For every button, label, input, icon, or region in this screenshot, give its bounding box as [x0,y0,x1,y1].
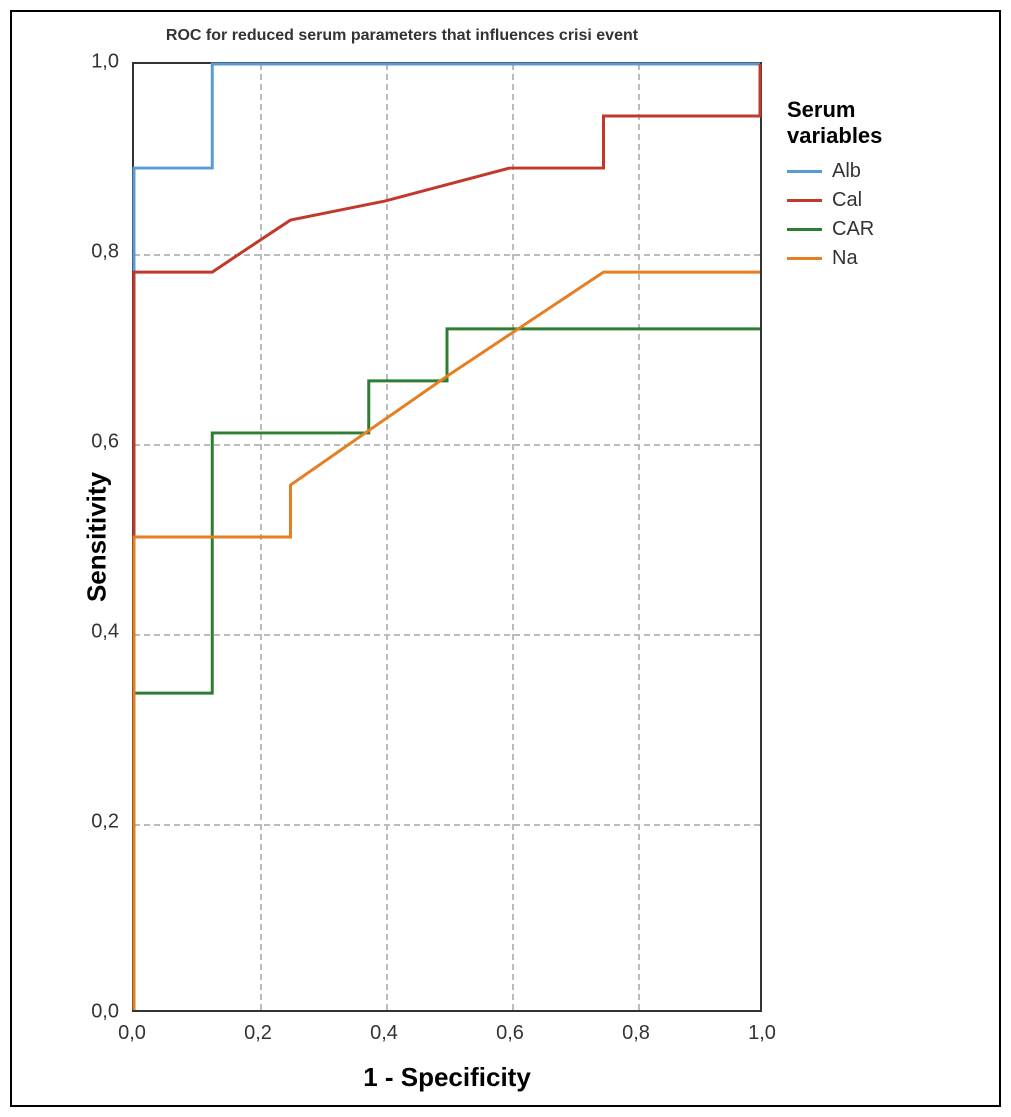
x-tick-label: 0,2 [228,1022,288,1045]
legend-item: Na [787,247,882,270]
legend-item: Cal [787,189,882,212]
legend-item: Alb [787,160,882,183]
y-tick-label: 0,4 [59,621,119,644]
legend-swatch [787,170,822,173]
x-axis-label: 1 - Specificity [132,1062,762,1093]
y-tick-label: 0,2 [59,811,119,834]
roc-line-na [134,272,760,1010]
legend-title: Serum variables [787,97,882,150]
x-tick-label: 0,8 [606,1022,666,1045]
y-axis-label: Sensitivity [82,472,113,602]
x-tick-label: 0,0 [102,1022,162,1045]
legend-swatch [787,228,822,231]
x-tick-label: 0,4 [354,1022,414,1045]
y-tick-label: 0,0 [59,1001,119,1024]
legend-swatch [787,257,822,260]
legend-swatch [787,199,822,202]
y-tick-label: 1,0 [59,51,119,74]
roc-lines [134,64,760,1010]
x-tick-label: 1,0 [732,1022,792,1045]
legend-item: CAR [787,218,882,241]
legend: Serum variables Alb Cal CAR Na [787,97,882,276]
legend-label: Cal [832,189,862,212]
plot-area [132,62,762,1012]
roc-line-car [134,329,760,1010]
chart-title: ROC for reduced serum parameters that in… [12,27,792,45]
legend-label: CAR [832,218,874,241]
legend-label: Na [832,247,858,270]
legend-label: Alb [832,160,861,183]
y-tick-label: 0,6 [59,431,119,454]
y-tick-label: 0,8 [59,241,119,264]
x-tick-label: 0,6 [480,1022,540,1045]
roc-chart-container: ROC for reduced serum parameters that in… [10,10,1001,1107]
